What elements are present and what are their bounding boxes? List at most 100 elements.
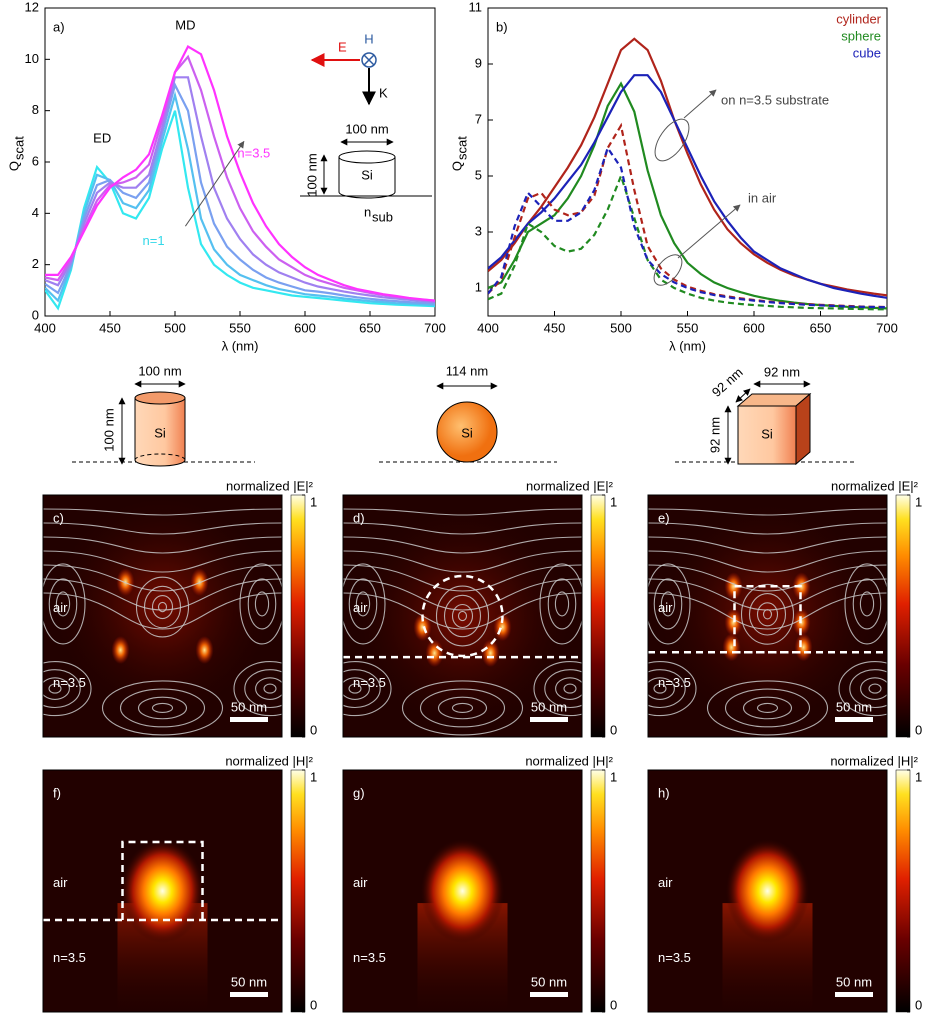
- streamline: [48, 683, 62, 694]
- streamline: [648, 563, 691, 645]
- streamline: [648, 661, 697, 717]
- x-tick-label: 700: [424, 320, 446, 335]
- x-tick-label: 400: [34, 320, 56, 335]
- streamline: [648, 508, 887, 516]
- streamline: [157, 601, 168, 613]
- dimension-label: 100 nm: [101, 408, 116, 451]
- streamline: [43, 669, 81, 709]
- streamline: [539, 563, 582, 645]
- map-frame: [42, 769, 283, 1013]
- scale-bar: [230, 717, 268, 722]
- x-tick-label: 650: [810, 320, 832, 335]
- dimension-label: 114 nm: [446, 363, 488, 378]
- dim-arrow: [735, 388, 751, 403]
- streamline: [263, 683, 277, 694]
- hotspot: [190, 568, 209, 597]
- field-map: [43, 770, 282, 1012]
- streamline: [343, 563, 386, 645]
- scale-bar-label: 50 nm: [531, 699, 567, 714]
- colorbar-tick-label: 1: [915, 769, 922, 784]
- y-tick-label: 7: [475, 111, 482, 126]
- y-axis-label-sub: scat: [454, 136, 469, 160]
- streamline: [706, 680, 829, 736]
- colorbar: [290, 494, 306, 738]
- y-tick-label: 1: [475, 279, 482, 294]
- inset-label: n: [364, 204, 371, 219]
- colorbar-tick-label: 0: [915, 722, 922, 737]
- region-label: air: [658, 600, 673, 615]
- streamline: [43, 550, 282, 573]
- scale-bar: [530, 717, 568, 722]
- annotation: MD: [175, 17, 195, 32]
- streamline: [343, 564, 582, 592]
- annotation: ED: [93, 130, 111, 145]
- streamline: [135, 576, 190, 638]
- streamline: [343, 677, 370, 700]
- y-tick-label: 3: [475, 223, 482, 238]
- legend-entry: sphere: [841, 28, 881, 43]
- colorbar: [895, 494, 911, 738]
- streamline: [348, 683, 362, 694]
- colorbar-tick-label: 0: [915, 997, 922, 1012]
- panel-label: f): [53, 785, 61, 800]
- series-line: [45, 76, 435, 303]
- hotspot: [413, 613, 432, 642]
- colorbar-tick-label: 1: [915, 494, 922, 509]
- y-tick-label: 6: [32, 153, 39, 168]
- streamline: [239, 563, 282, 645]
- field-map: [343, 495, 582, 737]
- streamline: [43, 677, 70, 700]
- series-line: [45, 81, 435, 305]
- streamline: [544, 669, 582, 709]
- cylinder-top: [134, 391, 186, 405]
- streamline: [43, 578, 282, 611]
- y-tick-label: 9: [475, 55, 482, 70]
- region-label: n=3.5: [353, 675, 386, 690]
- panel-label: h): [658, 785, 670, 800]
- panel-label: g): [353, 785, 365, 800]
- scale-bar-label: 50 nm: [231, 699, 267, 714]
- streamline: [547, 578, 577, 630]
- streamline: [43, 536, 282, 554]
- x-axis-label: λ (nm): [222, 338, 259, 353]
- panel-label: d): [353, 510, 365, 525]
- streamline: [355, 591, 371, 617]
- particle-outline: [733, 585, 802, 654]
- streamline: [443, 594, 482, 638]
- colorbar-tick-label: 0: [310, 722, 317, 737]
- y-tick-label: 0: [32, 307, 39, 322]
- colorbar-label: normalized |H|²: [830, 753, 918, 768]
- streamline: [849, 669, 887, 709]
- inset-label: 100 nm: [345, 121, 388, 136]
- map-frame: [647, 769, 888, 1013]
- streamline: [860, 677, 887, 700]
- map-frame: [342, 494, 583, 738]
- streamline: [343, 536, 582, 554]
- panel-label: c): [53, 510, 64, 525]
- x-axis-label: λ (nm): [669, 338, 706, 353]
- y-axis-label-sub: scat: [11, 136, 26, 160]
- dimension-label: 92 nm: [707, 417, 722, 453]
- arrow: [677, 204, 741, 259]
- series-group: [45, 44, 435, 311]
- legend-entry: cube: [853, 45, 881, 60]
- streamline: [451, 702, 474, 714]
- streamline: [43, 508, 282, 516]
- field-map: [648, 770, 887, 1012]
- colorbar-tick-label: 1: [310, 494, 317, 509]
- streamline: [419, 688, 506, 728]
- colorbar-label: normalized |E|²: [526, 478, 614, 493]
- streamline: [653, 683, 667, 694]
- inset-label: 100 nm: [304, 153, 319, 196]
- hotspot: [116, 568, 135, 597]
- streamline: [43, 563, 86, 645]
- streamline: [151, 594, 174, 620]
- hotspot: [724, 572, 743, 601]
- panel-label: a): [53, 19, 65, 34]
- series-line: [488, 172, 887, 311]
- scale-bar-label: 50 nm: [531, 974, 567, 989]
- cylinder-top: [338, 150, 396, 164]
